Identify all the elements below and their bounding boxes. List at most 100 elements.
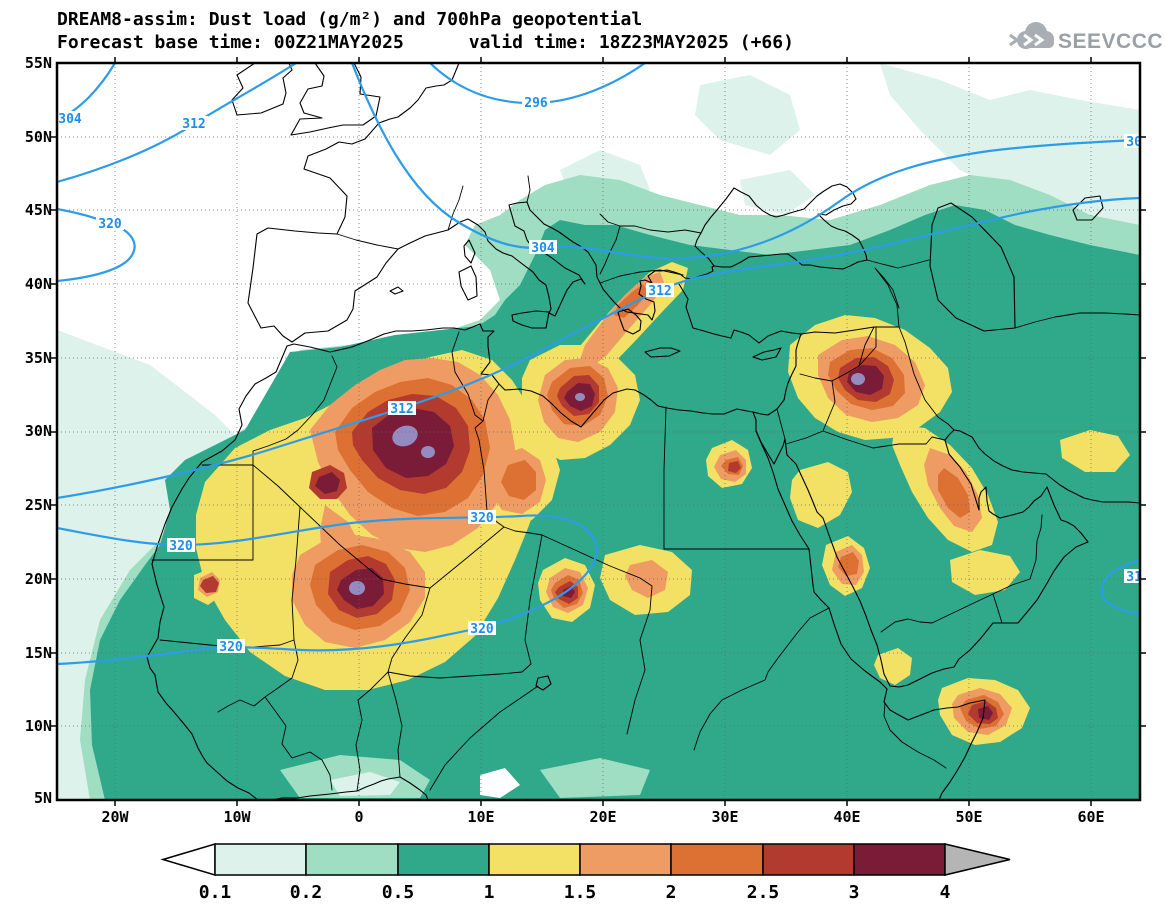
- lon-tick-label: 40E: [833, 808, 860, 826]
- iberia-med-coast: [291, 229, 449, 343]
- contour-304: [350, 63, 1140, 260]
- cloud-arrow-icon: [1023, 33, 1045, 47]
- lon-tick-label: 20E: [589, 808, 616, 826]
- lake-chad: [535, 675, 552, 691]
- dust-blob: [563, 586, 575, 598]
- geopotential-label: 320: [219, 640, 243, 655]
- lat-tick-label: 30N: [25, 422, 52, 440]
- wind-arrow-icon: [1009, 33, 1020, 47]
- sicily-coast: [511, 310, 550, 329]
- colorbar-segment-2: [305, 843, 399, 876]
- colorbar-tick-label: 1: [484, 882, 495, 903]
- colorbar-segment-3: [397, 843, 490, 876]
- dust-blob: [874, 648, 912, 685]
- dust-blob: [880, 63, 1140, 240]
- geopotential-label: 320: [98, 217, 122, 232]
- lon-tick-label: 60E: [1077, 808, 1104, 826]
- turkey-blacksea-coast: [713, 253, 868, 270]
- lat-tick-label: 15N: [25, 644, 52, 662]
- colorbar: 0.1 0.2 0.5 1 1.5 2 2.5 3 4: [160, 842, 1011, 903]
- mallorca-coast: [389, 286, 404, 295]
- geopotential-label: 312: [390, 402, 413, 417]
- borders-central-sahara: [217, 406, 810, 792]
- dust-blob: [540, 758, 650, 798]
- colorbar-tick-label: 0.2: [290, 882, 323, 903]
- geopotential-label: 304: [531, 241, 555, 256]
- lon-tick-label: 0: [354, 808, 363, 826]
- dust-blob-gt4: [392, 425, 418, 447]
- top-ticks: [114, 57, 1092, 63]
- dust-blob-gt4: [851, 373, 865, 385]
- dust-blob: [847, 365, 884, 395]
- colorbar-tick-label: 1.5: [564, 882, 597, 903]
- dust-blob-gt4: [575, 393, 585, 401]
- country-borders: [151, 175, 1140, 792]
- contour-312: [1100, 558, 1140, 616]
- dust-interior-pale-patches: [330, 772, 400, 796]
- seevccc-logo: SEEVCCC: [1009, 22, 1163, 53]
- west-africa-coast: [146, 345, 288, 800]
- geopotential-label: 320: [169, 539, 193, 554]
- atlantic-europe-coast: [247, 63, 460, 343]
- left-ticks: [51, 136, 57, 727]
- geopotential-label: 296: [524, 96, 548, 111]
- lat-tick-label: 40N: [25, 275, 52, 293]
- north-africa-coast: [286, 283, 802, 428]
- geopotential-label: 312: [182, 117, 205, 132]
- dust-layer-3: [315, 365, 993, 720]
- contour-320: [57, 207, 136, 283]
- redsea-africa-coast: [755, 430, 986, 800]
- lat-tick-label: 20N: [25, 570, 52, 588]
- x-axis-labels: 20W 10W 0 10E 20E 30E 40E 50E 60E: [101, 808, 1104, 826]
- chart-title-line2: Forecast base time: 00Z21MAY2025 valid t…: [57, 32, 794, 53]
- colorbar-segment-8: [853, 843, 946, 876]
- contour-320: [57, 514, 598, 666]
- colorbar-tick-label: 4: [940, 882, 951, 903]
- logo-text: SEEVCCC: [1058, 30, 1163, 53]
- dust-blob: [330, 772, 400, 796]
- geopotential-label: 312: [648, 284, 671, 299]
- borders-ne-africa-arabia: [693, 326, 1043, 769]
- lat-tick-label: 5N: [34, 789, 52, 807]
- coastlines: [146, 63, 1140, 800]
- dust-blob-gt4: [421, 446, 435, 458]
- lat-tick-label: 50N: [25, 128, 52, 146]
- lat-tick-label: 25N: [25, 496, 52, 514]
- crete-coast: [644, 347, 681, 358]
- y-axis-labels: 55N 50N 45N 40N 35N 30N 25N 20N 15N 10N …: [25, 54, 52, 807]
- grid-lines: [57, 63, 1140, 800]
- dust-blob: [838, 552, 859, 576]
- dust-blob: [790, 462, 852, 528]
- dust-blob: [740, 170, 815, 215]
- axis-ticks: [51, 57, 1146, 806]
- cloud-icon: [1009, 22, 1054, 49]
- geopotential-label: 304: [1126, 135, 1150, 150]
- colorbar-segment-6: [670, 843, 764, 876]
- bottom-ticks: [114, 800, 1092, 806]
- chart-title-line1: DREAM8-assim: Dust load (g/m²) and 700hP…: [57, 9, 642, 30]
- lat-tick-label: 10N: [25, 717, 52, 735]
- dust-blob: [372, 408, 454, 478]
- cyprus-coast: [752, 347, 782, 361]
- dust-blob-gt4: [349, 581, 365, 595]
- colorbar-labels: 0.1 0.2 0.5 1 1.5 2 2.5 3 4: [199, 882, 951, 903]
- dust-blob: [480, 768, 520, 798]
- colorbar-arrow-left: [160, 842, 216, 877]
- blacksea-north-coast: [694, 183, 868, 267]
- england-coast: [290, 63, 381, 136]
- dust-interior-clear-patch: [480, 768, 520, 798]
- dust-blob: [950, 550, 1020, 595]
- colorbar-tick-label: 3: [849, 882, 860, 903]
- lon-tick-label: 10W: [223, 808, 251, 826]
- dust-blob: [978, 706, 993, 720]
- lat-tick-label: 35N: [25, 349, 52, 367]
- colorbar-tick-label: 2: [666, 882, 677, 903]
- ireland-coast: [231, 63, 293, 116]
- colorbar-segment-1: [214, 843, 307, 876]
- lat-tick-label: 45N: [25, 201, 52, 219]
- dust-blob: [200, 576, 219, 593]
- gulf-of-guinea-coast: [271, 776, 429, 800]
- geopotential-label: 320: [470, 622, 494, 637]
- right-ticks: [1140, 136, 1146, 727]
- dust-layer-above-4: [349, 373, 865, 595]
